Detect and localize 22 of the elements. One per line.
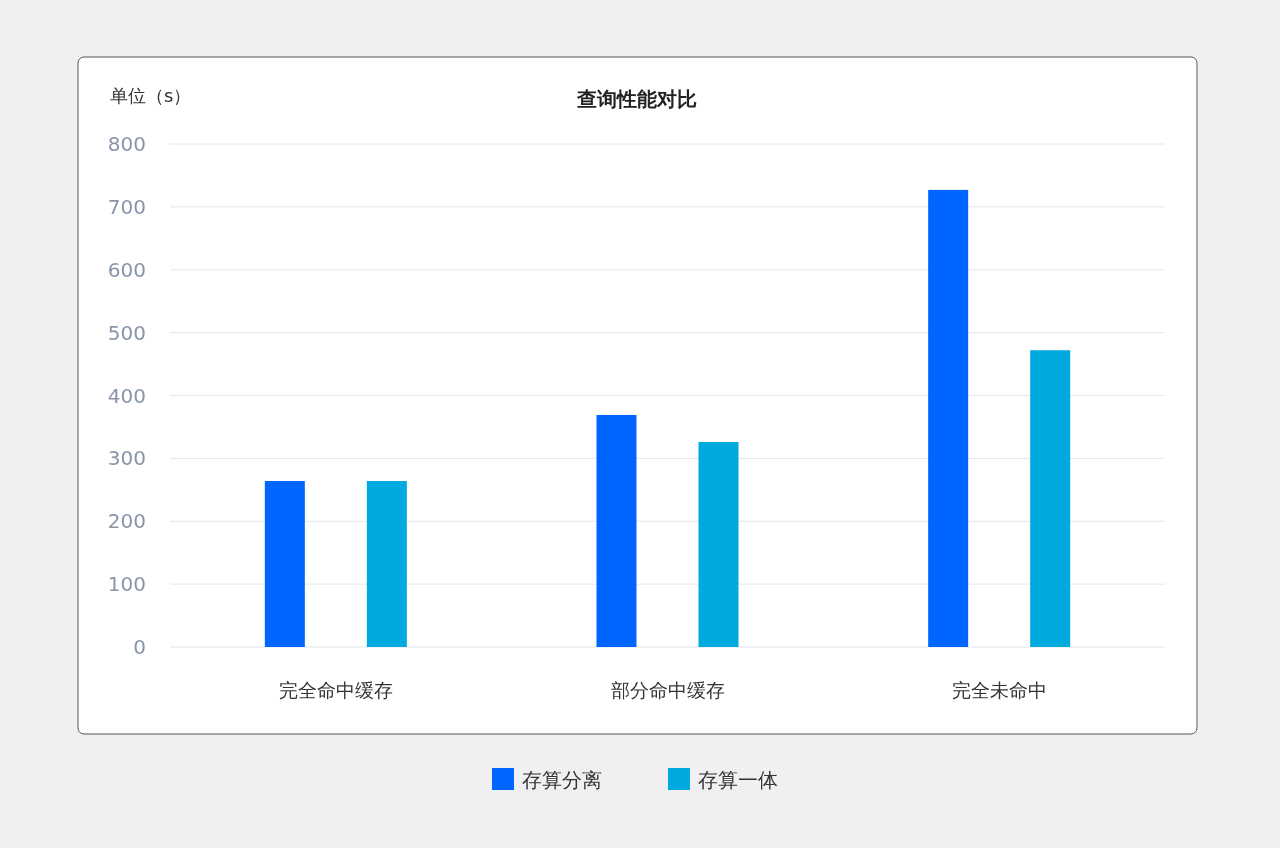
chart-title: 查询性能对比 xyxy=(576,87,697,111)
legend-label: 存算分离 xyxy=(522,768,602,792)
legend-label: 存算一体 xyxy=(698,768,778,792)
bar xyxy=(264,481,305,647)
x-tick-label: 完全命中缓存 xyxy=(278,679,393,701)
y-tick-label: 700 xyxy=(107,194,146,219)
y-tick-label: 600 xyxy=(107,257,146,282)
y-tick-label: 500 xyxy=(107,320,146,345)
x-tick-label: 完全未命中 xyxy=(951,679,1047,701)
y-tick-label: 0 xyxy=(133,635,146,659)
x-tick-label: 部分命中缓存 xyxy=(610,679,725,701)
bar xyxy=(1030,350,1071,647)
y-tick-label: 100 xyxy=(107,572,146,597)
bar xyxy=(698,442,739,647)
bar xyxy=(366,481,407,647)
y-tick-label: 300 xyxy=(107,446,146,471)
bar xyxy=(596,414,637,647)
y-tick-label: 200 xyxy=(107,509,146,534)
y-tick-label: 800 xyxy=(107,132,146,156)
y-tick-label: 400 xyxy=(107,383,146,408)
bar xyxy=(928,189,969,647)
y-axis-title: 单位（s） xyxy=(110,85,192,106)
